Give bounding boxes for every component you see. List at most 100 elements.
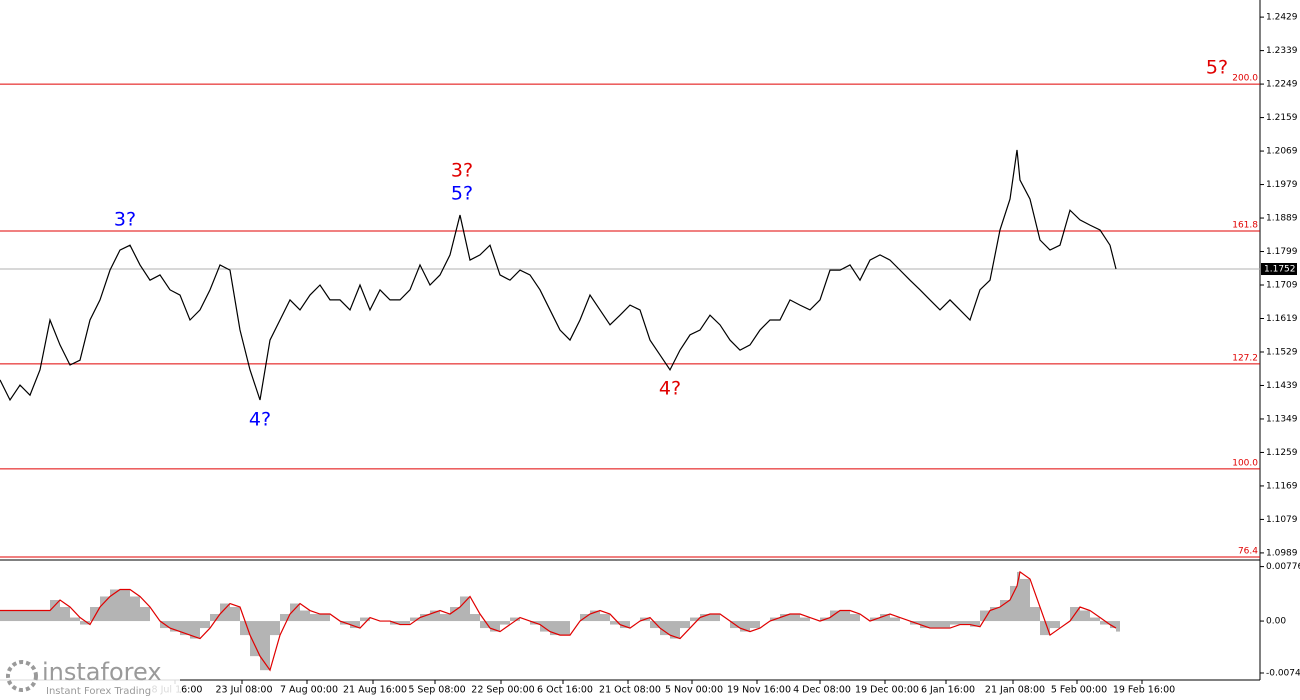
x-tick-label: 6 Oct 16:00 [537,685,593,696]
y-tick-label: 1.1979 [1266,180,1298,190]
histogram-bar [130,596,140,622]
x-tick-label: 22 Sep 00:00 [471,685,534,696]
fib-level-label: 127.2 [1232,353,1258,363]
logo: instaforex Instant Forex Trading [0,654,180,700]
histogram-bar [10,610,20,622]
histogram-bar [780,614,790,622]
x-tick-label: 5 Sep 08:00 [408,685,465,696]
histogram-bar [890,617,900,622]
wave-label: 4? [659,377,681,399]
histogram-bar [850,614,860,622]
brand-name: instaforex [42,658,162,686]
histogram-bar [270,621,280,636]
histogram-bar [250,621,260,657]
histogram-bar [500,621,510,625]
histogram-bar [620,621,630,629]
logo-backdrop [0,654,180,700]
histogram-bar [420,614,430,622]
histogram-bar [740,621,750,632]
x-tick-label: 23 Jul 08:00 [216,685,273,696]
y-tick-label: 1.1439 [1266,381,1298,391]
histogram-bar [110,589,120,622]
histogram-bar [540,621,550,632]
fib-level-label: 200.0 [1232,74,1258,84]
histogram-bar [700,614,710,622]
y-tick-label: -0.0074 [1266,668,1300,678]
histogram-bar [460,596,470,622]
histogram-bar [190,621,200,639]
histogram-bar [80,621,90,625]
y-tick-label: 1.2339 [1266,46,1298,56]
histogram-bar [1050,621,1060,629]
fib-level-label: 76.4 [1238,547,1258,557]
histogram-bar [440,614,450,622]
histogram-bar [40,610,50,622]
histogram-bar [320,614,330,622]
histogram-bar [790,614,800,622]
y-tick-label: 1.2159 [1266,113,1298,123]
histogram-bar [930,621,940,629]
histogram-bar [50,600,60,622]
histogram-bar [140,607,150,622]
y-tick-label: 1.1079 [1266,515,1298,525]
histogram-bar [510,617,520,622]
histogram-bar [300,610,310,622]
histogram-bar [550,621,560,636]
y-tick-label: 1.1169 [1266,481,1298,491]
histogram-bar [750,621,760,629]
y-tick-label: 1.1799 [1266,247,1298,257]
histogram-bar [1110,621,1116,629]
histogram-bar [200,621,210,629]
x-tick-label: 19 Dec 00:00 [855,685,919,696]
histogram-bar [690,617,700,622]
histogram-bar [1040,621,1050,636]
histogram-bar [590,610,600,622]
histogram-bar [600,614,610,622]
histogram-bar [830,610,840,622]
histogram-bar [90,607,100,622]
histogram-bar [60,607,70,622]
x-tick-label: 6 Jan 16:00 [921,685,975,696]
histogram-bar [230,607,240,622]
y-tick-label: 0.00776 [1266,562,1300,572]
histogram-bar [990,607,1000,622]
histogram-bar [960,621,970,625]
histogram-bar [310,614,320,622]
x-tick-label: 21 Aug 16:00 [343,685,407,696]
histogram-bar [1116,621,1120,632]
y-tick-label: 1.1529 [1266,347,1298,357]
y-tick-label: 1.1709 [1266,281,1298,291]
histogram-bar [1020,578,1030,622]
histogram-bar [650,621,660,629]
signal-line [0,570,1117,672]
y-tick-label: 1.0989 [1266,548,1298,558]
histogram-bar [950,621,960,625]
x-tick-label: 4 Dec 08:00 [793,685,851,696]
y-tick-label: 0.00 [1266,617,1286,627]
wave-label: 5? [1206,57,1228,79]
logo-icon [6,660,38,692]
histogram-bar [610,621,620,625]
histogram-bar [1090,617,1100,622]
histogram-bar [410,617,420,622]
histogram-bar [450,607,460,622]
y-tick-label: 1.1259 [1266,448,1298,458]
histogram-bar [970,621,980,627]
histogram-bar [240,621,250,636]
y-tick-label: 1.1619 [1266,314,1298,324]
histogram-bar [1017,571,1020,622]
last-price-label: 1.1752 [1264,265,1296,275]
y-tick-label: 1.1349 [1266,414,1298,424]
wave-label: 4? [249,409,271,431]
x-tick-label: 19 Feb 16:00 [1113,685,1175,696]
histogram-bar [980,610,990,622]
y-tick-label: 1.1889 [1266,214,1298,224]
histogram-bar [840,610,850,622]
histogram-bar [290,603,300,622]
histogram-bar [0,610,10,622]
x-tick-label: 21 Oct 08:00 [599,685,661,696]
x-tick-label: 5 Feb 00:00 [1051,685,1107,696]
brand-tagline: Instant Forex Trading [46,686,151,697]
histogram-bar [430,610,440,622]
